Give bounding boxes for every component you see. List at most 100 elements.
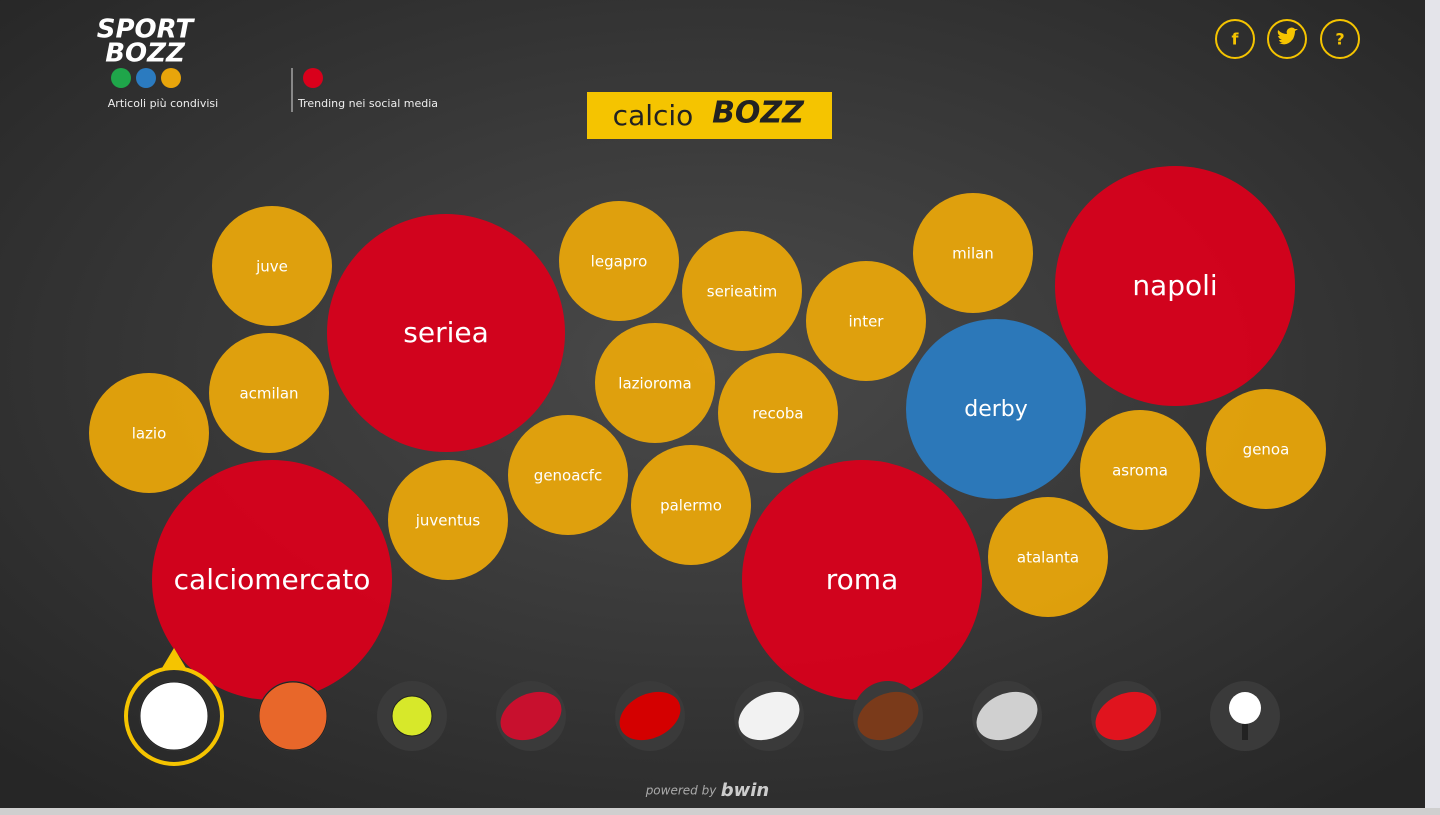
bubble-circle [906, 319, 1086, 499]
footer-text: powered by [645, 784, 718, 798]
social-label: f [1232, 30, 1240, 49]
bubble-label: lazio [132, 425, 167, 443]
legend-label: Trending nei social media [297, 97, 438, 110]
footer-brand: bwin [721, 780, 770, 801]
bubble[interactable]: genoacfc [508, 415, 628, 535]
bubble[interactable]: lazio [89, 373, 209, 493]
bubble[interactable]: milan [913, 193, 1033, 313]
bubble-circle [682, 231, 802, 351]
title-text: calcio [613, 99, 694, 132]
logo[interactable]: SPORT BOZZ [97, 15, 196, 69]
sport-button[interactable] [969, 681, 1046, 751]
bubble-circle [212, 206, 332, 326]
bubble-circle [209, 333, 329, 453]
bubble[interactable]: recoba [718, 353, 838, 473]
bubble-circle [152, 460, 392, 700]
sport-icon [1095, 691, 1157, 741]
social-ring [1267, 19, 1307, 59]
bubble-label: asroma [1112, 462, 1168, 480]
bubble-circle [1206, 389, 1326, 509]
bubble[interactable]: napoli [1055, 166, 1295, 406]
bubble-circle [631, 445, 751, 565]
social-label: ? [1335, 30, 1344, 49]
bubble-label: roma [826, 563, 898, 596]
bubble-circle [559, 201, 679, 321]
bubble-circle [742, 460, 982, 700]
bubble[interactable]: juventus [388, 460, 508, 580]
bubble[interactable]: inter [806, 261, 926, 381]
social-ring [1215, 19, 1255, 59]
bubble-label: atalanta [1017, 549, 1079, 567]
sport-icon [258, 681, 328, 751]
sport-icon [976, 691, 1038, 741]
bubble[interactable]: palermo [631, 445, 751, 565]
social: f? [1215, 19, 1360, 59]
bubble[interactable]: derby [906, 319, 1086, 499]
sport-button[interactable] [850, 681, 927, 751]
active-pointer [162, 648, 186, 668]
bubble-circle [508, 415, 628, 535]
bubble-circle [595, 323, 715, 443]
legend-dot [161, 68, 181, 88]
legend-dot [136, 68, 156, 88]
bubble-circle [1080, 410, 1200, 530]
bubble-label: derby [964, 397, 1028, 422]
bubble-label: legapro [591, 253, 648, 271]
bubble-circle [388, 460, 508, 580]
bubble[interactable]: acmilan [209, 333, 329, 453]
bubble[interactable]: serieatim [682, 231, 802, 351]
bubble-circle [327, 214, 565, 452]
social-button[interactable] [1267, 19, 1307, 59]
sport-icon [139, 681, 209, 751]
social-button[interactable]: ? [1320, 19, 1360, 59]
bubble[interactable]: seriea [327, 214, 565, 452]
sport-button[interactable] [731, 681, 808, 751]
bubble[interactable]: juve [212, 206, 332, 326]
sport-icon [1229, 692, 1261, 724]
bubble[interactable]: lazioroma [595, 323, 715, 443]
bubble-label: napoli [1132, 269, 1217, 302]
sport-button[interactable] [258, 681, 328, 751]
active-ring [124, 666, 224, 766]
bubbles: juve seriea legapro serieatim milan napoli int… [89, 166, 1326, 700]
sport-button[interactable] [377, 681, 447, 751]
sport-button[interactable] [1088, 681, 1165, 751]
legend-dot [303, 68, 323, 88]
legend-dot [111, 68, 131, 88]
social-button[interactable]: f [1215, 19, 1255, 59]
bubble-label: genoa [1243, 441, 1290, 459]
sport-button[interactable] [124, 666, 224, 766]
bubble-label: recoba [752, 405, 803, 423]
sport-icon [391, 695, 433, 737]
title-brand: BOZZ [712, 96, 805, 131]
bottom-strip [0, 808, 1440, 815]
legend: Articoli più condivisi Trending nei socia… [108, 68, 438, 112]
bubble-label: seriea [403, 316, 489, 349]
bubble[interactable]: asroma [1080, 410, 1200, 530]
title-box [587, 92, 832, 139]
sport-button[interactable] [493, 681, 570, 751]
tee [1242, 724, 1248, 740]
bubble[interactable]: roma [742, 460, 982, 700]
bubble-label: palermo [660, 497, 722, 515]
bubble-label: juve [255, 258, 288, 276]
bubble-label: lazioroma [618, 375, 691, 393]
bubble-circle [718, 353, 838, 473]
bubble[interactable]: calciomercato [152, 460, 392, 700]
bubble-circle [89, 373, 209, 493]
bubble[interactable]: atalanta [988, 497, 1108, 617]
twitter-icon [1277, 27, 1298, 45]
side-strip [1425, 0, 1440, 815]
sport-button[interactable] [612, 681, 689, 751]
sport-icon [500, 691, 562, 741]
bubble-label: inter [849, 313, 885, 331]
bubble-label: juventus [415, 512, 481, 530]
bubble-label: calciomercato [174, 563, 371, 596]
sport-button[interactable] [1210, 681, 1280, 751]
bubble[interactable]: legapro [559, 201, 679, 321]
bubble[interactable]: genoa [1206, 389, 1326, 509]
bubble-circle [988, 497, 1108, 617]
bubble-circle [913, 193, 1033, 313]
